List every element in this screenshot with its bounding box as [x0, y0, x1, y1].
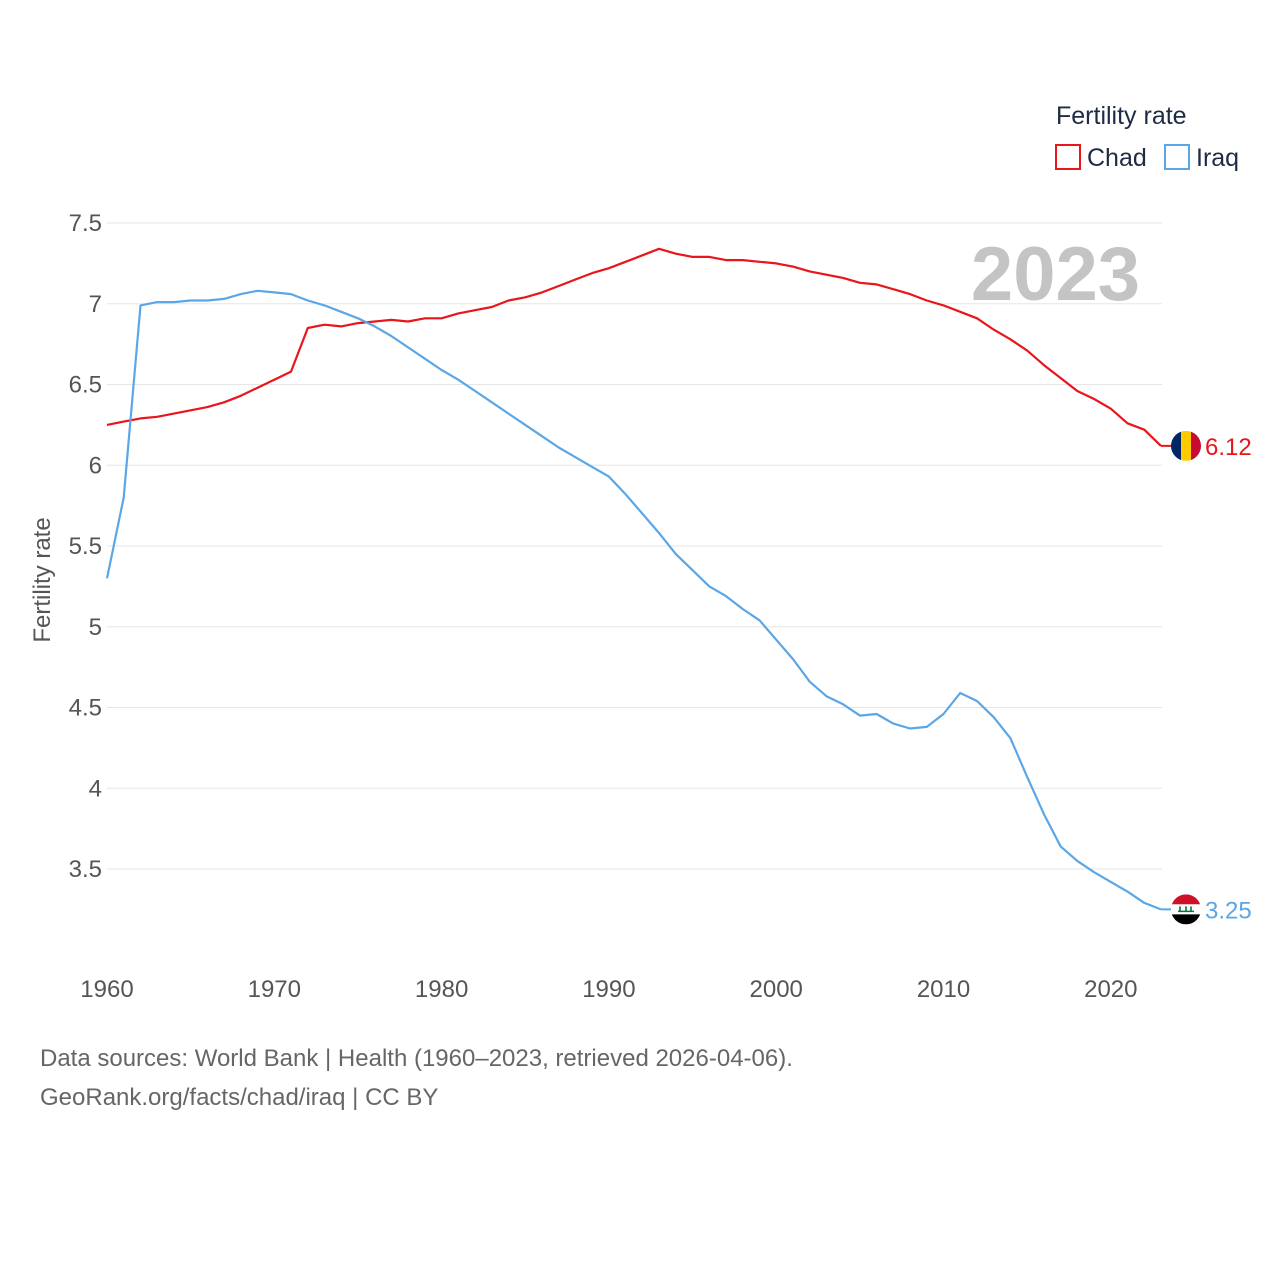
- end-value-label-iraq: 3.25: [1205, 897, 1252, 924]
- x-tick-label: 1970: [248, 976, 301, 1003]
- x-tick-label: 2010: [917, 976, 970, 1003]
- y-axis-label: Fertility rate: [29, 517, 56, 642]
- y-axis-ticks: 3.5 4 4.5 5 5.5 6 6.5 7 7.5: [69, 210, 102, 883]
- x-tick-label: 2000: [750, 976, 803, 1003]
- footer-credit-link[interactable]: GeoRank.org/facts/chad/iraq | CC BY: [40, 1084, 439, 1111]
- legend-swatch-iraq: [1164, 144, 1190, 170]
- end-value-label-chad: 6.12: [1205, 434, 1252, 461]
- y-tick-label: 3.5: [69, 856, 102, 883]
- legend-item-chad[interactable]: Chad: [1055, 144, 1147, 172]
- y-tick-label: 7.5: [69, 210, 102, 237]
- legend-label-chad: Chad: [1087, 144, 1147, 172]
- y-tick-label: 6.5: [69, 372, 102, 399]
- y-tick-label: 6: [89, 452, 102, 479]
- x-axis-ticks: 1960 1970 1980 1990 2000 2010 2020: [80, 976, 1137, 1003]
- legend-title: Fertility rate: [1056, 102, 1187, 130]
- footer-data-sources: Data sources: World Bank | Health (1960–…: [40, 1045, 793, 1072]
- y-tick-label: 5: [89, 614, 102, 641]
- series-line-chad: [106, 247, 1162, 447]
- series-line-iraq: [105, 289, 1162, 911]
- legend-swatch-chad: [1055, 144, 1081, 170]
- y-tick-label: 7: [89, 291, 102, 318]
- y-tick-label: 4: [89, 775, 102, 802]
- series-end-markers: 6.12 3.25: [1161, 430, 1252, 925]
- chad-flag-icon: [1171, 430, 1201, 461]
- y-tick-label: 5.5: [69, 533, 102, 560]
- year-watermark: 2023: [971, 232, 1140, 317]
- iraq-flag-icon: [1171, 894, 1201, 925]
- x-tick-label: 2020: [1084, 976, 1137, 1003]
- series-lines: [105, 247, 1162, 911]
- x-tick-label: 1990: [582, 976, 635, 1003]
- x-tick-label: 1960: [80, 976, 133, 1003]
- legend-label-iraq: Iraq: [1196, 144, 1239, 172]
- grid-lines: [107, 222, 1162, 870]
- legend-item-iraq[interactable]: Iraq: [1164, 144, 1239, 172]
- y-tick-label: 4.5: [69, 695, 102, 722]
- x-tick-label: 1980: [415, 976, 468, 1003]
- legend[interactable]: Fertility rate Chad Iraq: [1055, 102, 1239, 172]
